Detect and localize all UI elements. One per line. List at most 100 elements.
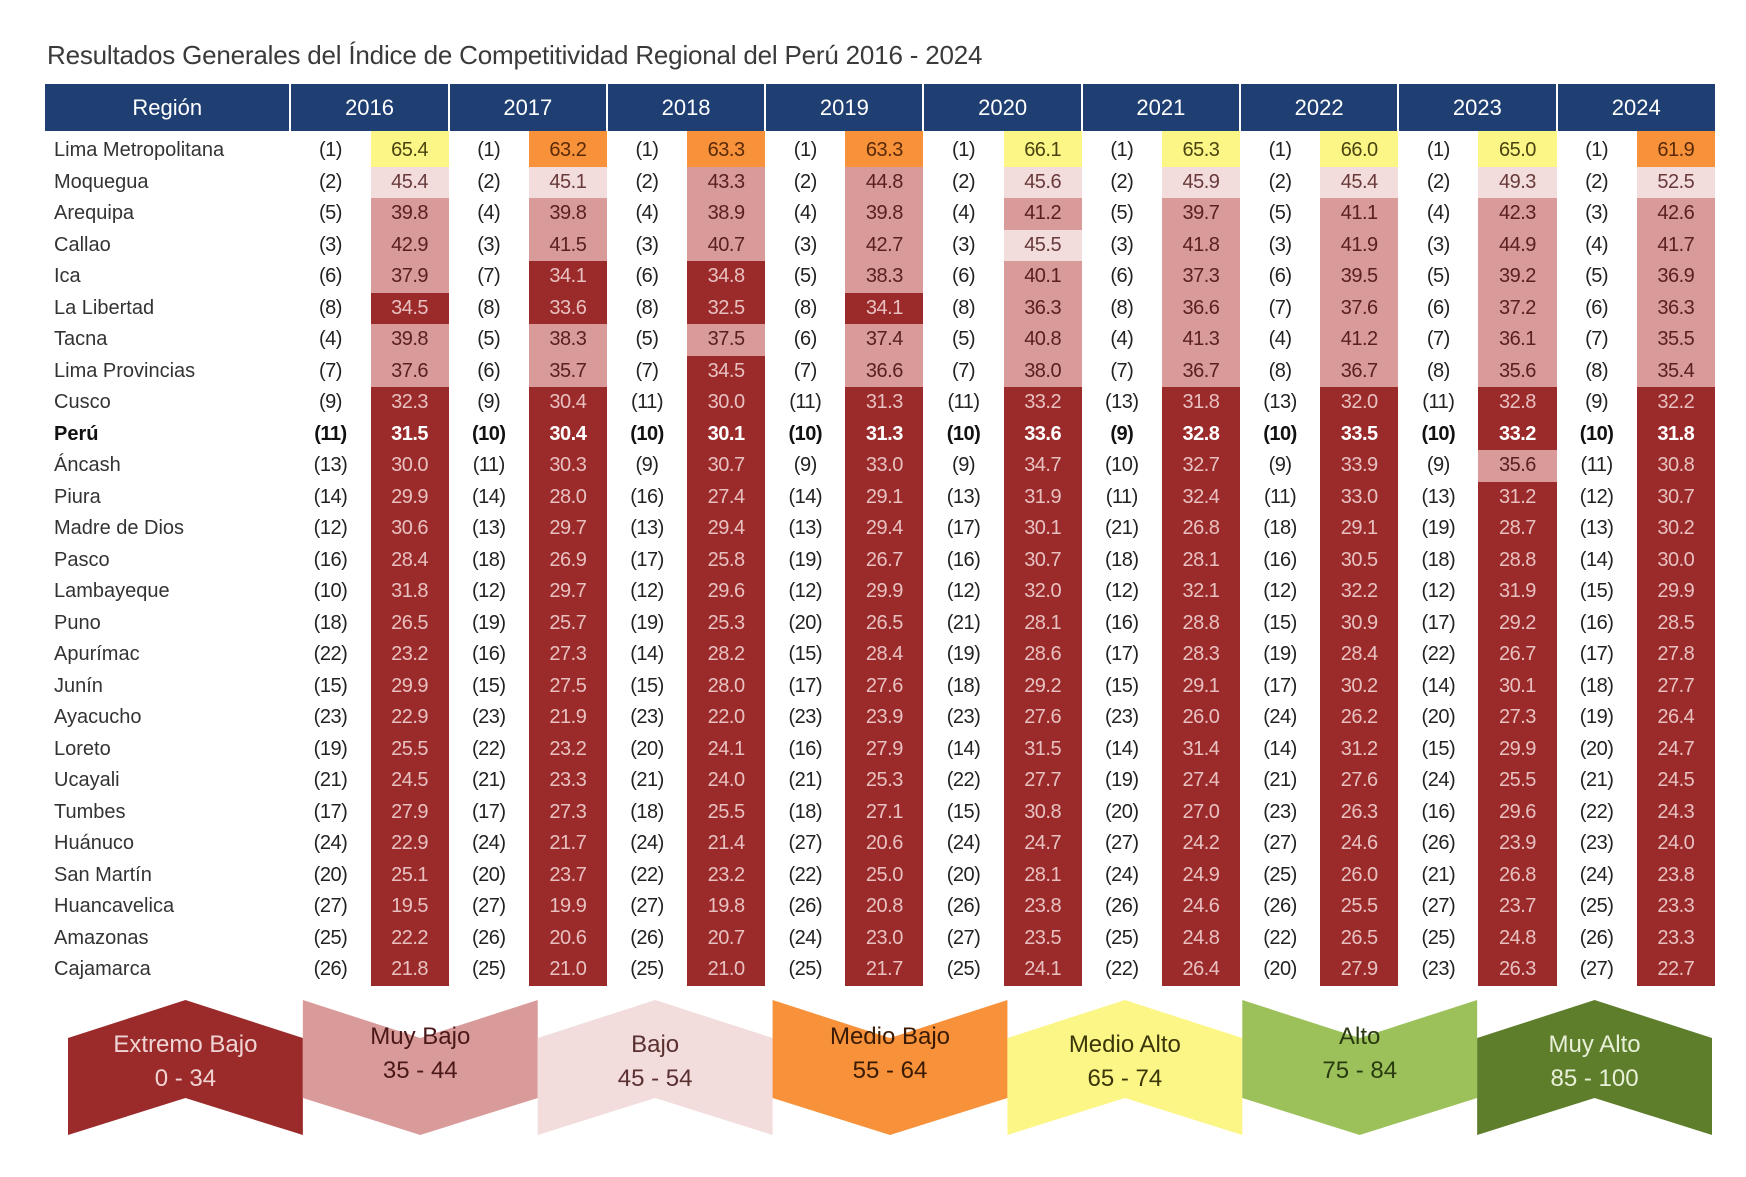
- score-cell: 28.1: [1003, 607, 1082, 639]
- rank-cell: (11): [1580, 454, 1614, 477]
- rank-cell: (9): [952, 454, 975, 477]
- rank-cell: (5): [952, 328, 975, 351]
- rank-cell: (6): [635, 265, 659, 288]
- score-cell: 29.4: [845, 513, 924, 545]
- rank-cell: (4): [952, 202, 975, 225]
- score-cell: 22.9: [370, 702, 449, 734]
- score-cell: 21.4: [687, 828, 766, 860]
- table-row: Ayacucho (23) 22.9 (23) 21.9 (23) 22.0 (23) 23.9…: [45, 702, 1715, 734]
- score-cell: 33.0: [1320, 481, 1399, 513]
- score-cell: 27.7: [1003, 765, 1082, 797]
- rank-cell: (9): [793, 454, 817, 477]
- score-cell: 33.9: [1320, 450, 1399, 482]
- rank-cell: (19): [313, 737, 348, 760]
- rank-cell: (7): [1426, 328, 1450, 351]
- rank-cell: (14): [1421, 674, 1456, 697]
- score-cell: 39.5: [1320, 261, 1399, 293]
- table-row: Huánuco (24) 22.9 (24) 21.7 (24) 21.4 (27) 20.6 (…: [45, 828, 1715, 860]
- score-cell: 63.3: [845, 131, 924, 167]
- score-cell: 21.0: [528, 954, 607, 986]
- score-cell: 26.8: [1478, 859, 1557, 891]
- rank-cell: (19): [1105, 769, 1139, 792]
- score-cell: 65.4: [370, 131, 449, 167]
- score-cell: 30.4: [528, 387, 607, 419]
- rank-cell: (6): [1426, 296, 1450, 319]
- rank-cell: (15): [1421, 737, 1456, 760]
- rank-cell: (14): [1263, 737, 1297, 760]
- rank-cell: (27): [946, 926, 981, 949]
- rank-cell: (12): [471, 580, 506, 603]
- score-cell: 45.5: [1003, 229, 1082, 261]
- table-row: Arequipa (5) 39.8 (4) 39.8 (4) 38.9 (4) 39.8 (4) 4…: [45, 198, 1715, 230]
- table-row: Madre de Dios (12) 30.6 (13) 29.7 (13) 29.4 (13…: [45, 513, 1715, 545]
- rank-cell: (6): [1110, 265, 1134, 288]
- table-header-row: Región 2016 2017 2018 2019 2020 2021 2022 2023 20…: [45, 84, 1715, 131]
- rank-cell: (8): [1110, 296, 1134, 319]
- score-cell: 40.1: [1003, 261, 1082, 293]
- header-year-2019: 2019: [764, 84, 924, 131]
- score-cell: 25.5: [1320, 891, 1399, 923]
- rank-cell: (14): [1579, 548, 1614, 571]
- header-year-2021: 2021: [1080, 84, 1240, 131]
- score-cell: 30.7: [687, 450, 766, 482]
- score-cell: 45.9: [1161, 166, 1240, 198]
- score-cell: 22.2: [370, 922, 449, 954]
- rank-cell: (3): [952, 233, 975, 256]
- rank-cell: (14): [313, 485, 348, 508]
- score-cell: 31.9: [1003, 481, 1082, 513]
- score-cell: 35.6: [1478, 355, 1557, 387]
- rank-cell: (2): [1110, 170, 1134, 193]
- score-cell: 27.6: [1320, 765, 1399, 797]
- rank-cell: (13): [471, 517, 506, 540]
- score-cell: 32.8: [1161, 418, 1240, 450]
- region-name: Huánuco: [54, 832, 135, 855]
- rank-cell: (20): [1579, 737, 1614, 760]
- score-cell: 24.5: [1636, 765, 1715, 797]
- rank-cell: (18): [313, 611, 348, 634]
- legend-band: [1477, 1000, 1712, 1135]
- score-cell: 41.3: [1161, 324, 1240, 356]
- region-name: Cajamarca: [54, 958, 151, 981]
- rank-cell: (26): [946, 895, 981, 918]
- rank-cell: (16): [471, 643, 506, 666]
- score-cell: 45.4: [1320, 166, 1399, 198]
- rank-cell: (24): [788, 926, 823, 949]
- rank-cell: (27): [1263, 832, 1297, 855]
- rank-cell: (27): [630, 895, 664, 918]
- score-cell: 31.5: [1003, 733, 1082, 765]
- rank-cell: (25): [1579, 895, 1614, 918]
- rank-cell: (2): [952, 170, 975, 193]
- rank-cell: (24): [1421, 769, 1456, 792]
- score-cell: 31.8: [1636, 418, 1715, 450]
- rank-cell: (21): [1579, 769, 1614, 792]
- rank-cell: (7): [635, 359, 659, 382]
- score-cell: 38.3: [845, 261, 924, 293]
- score-cell: 45.4: [370, 166, 449, 198]
- score-cell: 32.0: [1003, 576, 1082, 608]
- score-cell: 30.7: [1003, 544, 1082, 576]
- rank-cell: (9): [1585, 391, 1609, 414]
- score-cell: 42.3: [1478, 198, 1557, 230]
- rank-cell: (14): [1105, 737, 1139, 760]
- rank-cell: (21): [1421, 863, 1456, 886]
- rank-cell: (10): [788, 422, 823, 445]
- rank-cell: (18): [1105, 548, 1139, 571]
- header-year-2024: 2024: [1555, 84, 1715, 131]
- rank-cell: (2): [477, 170, 501, 193]
- score-cell: 36.3: [1003, 292, 1082, 324]
- score-cell: 28.6: [1003, 639, 1082, 671]
- rank-cell: (17): [788, 674, 823, 697]
- rank-cell: (16): [1579, 611, 1614, 634]
- table-row: La Libertad (8) 34.5 (8) 33.6 (8) 32.5 (8) 34.1 (…: [45, 292, 1715, 324]
- score-cell: 28.4: [845, 639, 924, 671]
- rank-cell: (27): [471, 895, 506, 918]
- score-cell: 30.6: [370, 513, 449, 545]
- table-row: Junín (15) 29.9 (15) 27.5 (15) 28.0 (17) 27.6 (18…: [45, 670, 1715, 702]
- rank-cell: (21): [1263, 769, 1297, 792]
- rank-cell: (7): [1110, 359, 1134, 382]
- score-cell: 27.3: [528, 639, 607, 671]
- score-cell: 29.9: [1636, 576, 1715, 608]
- score-cell: 26.7: [845, 544, 924, 576]
- legend-label: Alto: [1339, 1023, 1380, 1050]
- rank-cell: (24): [1263, 706, 1297, 729]
